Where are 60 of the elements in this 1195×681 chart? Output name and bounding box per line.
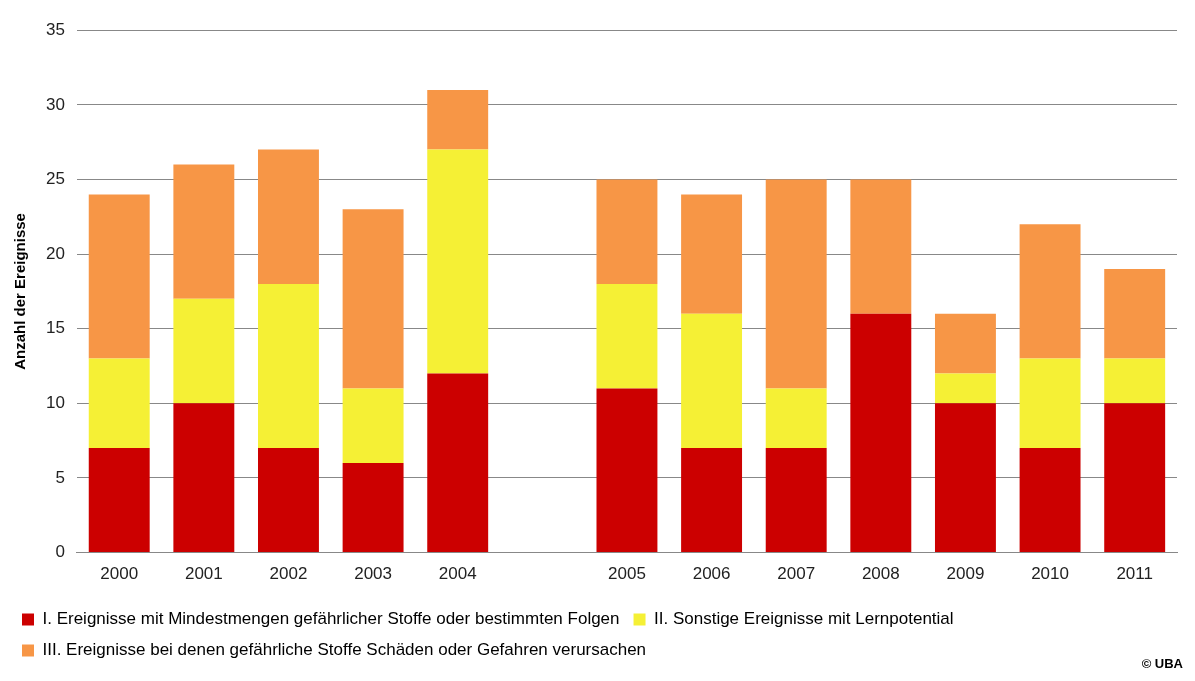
bar — [88, 448, 150, 553]
bar — [173, 164, 235, 299]
bar — [173, 298, 235, 404]
bar — [342, 209, 404, 389]
x-tick-label: 2007 — [777, 564, 816, 584]
bar — [596, 283, 658, 389]
y-tick-label: 10 — [45, 393, 65, 413]
x-tick-label: 2010 — [1031, 564, 1069, 584]
bar — [934, 403, 996, 553]
bar — [427, 89, 489, 150]
legend-label: I. Ereignisse mit Mindestmengen gefährlicher Stoffe oder bestimmten Folgen — [42, 609, 620, 629]
legend-label: II. Sonstige Ereignisse mit Lernpotential — [654, 609, 954, 629]
y-tick-label: 15 — [45, 318, 65, 338]
bar — [1104, 403, 1166, 553]
bar — [1104, 269, 1166, 359]
bar — [681, 313, 743, 449]
bar — [342, 388, 404, 464]
text: © UBA — [1141, 656, 1184, 672]
bar — [596, 388, 658, 553]
x-tick-label: 2003 — [354, 564, 392, 584]
y-tick-label: 5 — [55, 467, 65, 487]
bar — [681, 448, 743, 553]
x-tick-label: 2001 — [184, 564, 223, 584]
bar — [850, 179, 912, 314]
x-tick-label: 2002 — [269, 564, 308, 584]
y-tick-label: 25 — [45, 169, 65, 189]
bar — [258, 448, 319, 553]
x-tick-label: 2000 — [100, 564, 139, 584]
bar — [850, 313, 912, 553]
bar — [1019, 224, 1081, 359]
x-tick-label: 2008 — [861, 564, 900, 584]
bar — [1019, 448, 1081, 553]
x-tick-label: 2004 — [438, 564, 477, 584]
legend-label: III. Ereignisse bei denen gefährliche Stoffe Schäden oder Gefahren verursachen — [42, 640, 647, 660]
y-axis-title: Anzahl der Ereignisse — [11, 213, 29, 370]
bar — [173, 403, 235, 553]
y-tick-label: 20 — [45, 243, 65, 263]
x-tick-label: 2011 — [1116, 564, 1153, 584]
bar — [88, 358, 150, 449]
bar — [765, 179, 827, 389]
x-tick-label: 2005 — [608, 564, 646, 584]
x-tick-label: 2009 — [946, 564, 985, 584]
bar — [681, 194, 743, 314]
bar — [765, 448, 827, 553]
bar — [258, 283, 319, 449]
y-tick-label: 35 — [45, 19, 65, 39]
bar — [258, 149, 319, 284]
bar — [427, 373, 489, 553]
bar — [1104, 358, 1166, 404]
y-tick-label: 30 — [45, 94, 65, 114]
y-tick-label: 0 — [55, 542, 65, 562]
bar — [427, 149, 489, 374]
bar — [1019, 358, 1081, 449]
bar — [596, 179, 658, 284]
bar — [934, 313, 996, 374]
bar — [765, 388, 827, 449]
bar — [88, 194, 150, 359]
bar — [934, 373, 996, 404]
x-tick-label: 2006 — [692, 564, 731, 584]
bar — [342, 463, 404, 553]
